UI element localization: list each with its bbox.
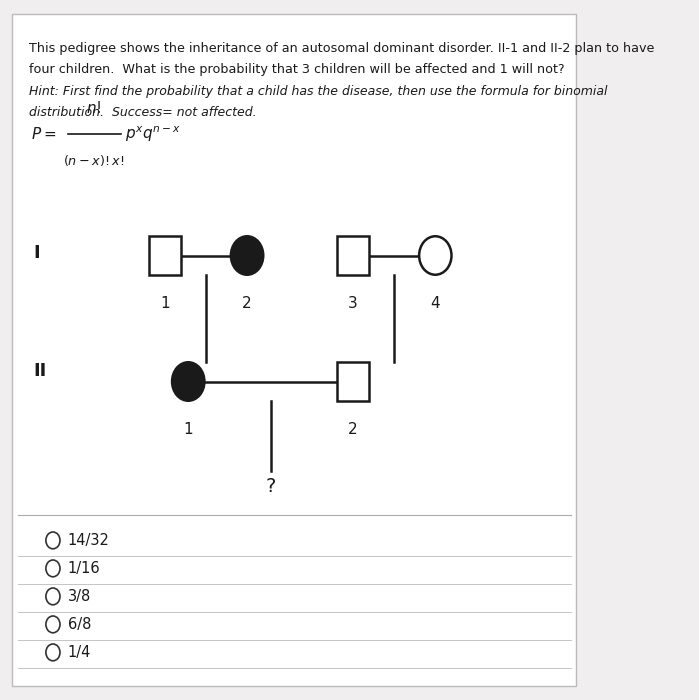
Circle shape xyxy=(46,560,60,577)
Text: distribution.  Success= not affected.: distribution. Success= not affected. xyxy=(29,106,257,120)
Bar xyxy=(148,236,181,274)
Circle shape xyxy=(46,644,60,661)
Text: 2: 2 xyxy=(243,295,252,311)
Bar xyxy=(337,363,369,400)
Text: $p^x q^{n-x}$: $p^x q^{n-x}$ xyxy=(124,125,180,144)
Text: 4: 4 xyxy=(431,295,440,311)
Text: 2: 2 xyxy=(348,421,358,437)
Text: 6/8: 6/8 xyxy=(68,617,91,632)
Text: 1: 1 xyxy=(183,421,193,437)
Text: $n!$: $n!$ xyxy=(87,100,102,116)
Text: 1/16: 1/16 xyxy=(68,561,100,576)
Text: 3: 3 xyxy=(348,295,358,311)
Circle shape xyxy=(172,363,204,400)
Text: ?: ? xyxy=(266,477,276,496)
Text: 1: 1 xyxy=(160,295,170,311)
Text: $P=$: $P=$ xyxy=(31,127,56,142)
Text: $(n-x)!x!$: $(n-x)!x!$ xyxy=(64,153,125,167)
Circle shape xyxy=(46,532,60,549)
Circle shape xyxy=(231,237,264,274)
Text: This pedigree shows the inheritance of an autosomal dominant disorder. II-1 and : This pedigree shows the inheritance of a… xyxy=(29,42,655,55)
Text: I: I xyxy=(33,244,40,262)
Text: II: II xyxy=(33,362,46,380)
FancyBboxPatch shape xyxy=(12,14,577,686)
Circle shape xyxy=(46,616,60,633)
Text: 3/8: 3/8 xyxy=(68,589,91,604)
Text: 1/4: 1/4 xyxy=(68,645,91,660)
Text: Hint: First find the probability that a child has the disease, then use the form: Hint: First find the probability that a … xyxy=(29,85,608,99)
Circle shape xyxy=(419,237,452,274)
Bar xyxy=(337,236,369,274)
Text: 14/32: 14/32 xyxy=(68,533,110,548)
Circle shape xyxy=(46,588,60,605)
Text: four children.  What is the probability that 3 children will be affected and 1 w: four children. What is the probability t… xyxy=(29,63,565,76)
